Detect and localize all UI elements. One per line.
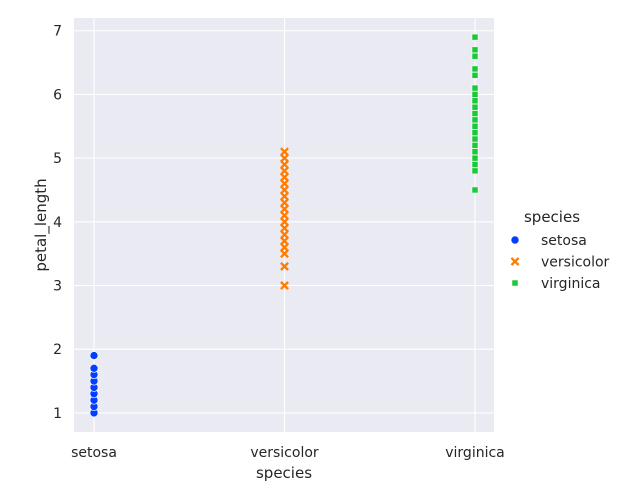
legend: species setosa versicolor virginica — [510, 208, 610, 292]
data-point-virginica — [471, 123, 479, 130]
y-tick-label: 1 — [53, 406, 62, 422]
data-point-virginica — [471, 91, 479, 98]
data-point-setosa — [89, 364, 99, 373]
y-tick-label: 4 — [53, 215, 62, 231]
data-point-virginica — [471, 33, 479, 41]
legend-marker-setosa — [510, 235, 520, 245]
data-point-virginica — [471, 65, 479, 73]
y-tick-label: 2 — [53, 342, 62, 358]
data-point-versicolor — [280, 281, 289, 290]
x-tick-label: versicolor — [250, 445, 319, 461]
x-tick-label: setosa — [71, 445, 117, 461]
data-point-virginica — [471, 110, 479, 117]
data-point-versicolor — [280, 147, 289, 157]
legend-label-virginica: virginica — [541, 276, 601, 292]
legend-title: species — [524, 208, 580, 226]
legend-label-setosa: setosa — [541, 233, 587, 249]
legend-label-versicolor: versicolor — [541, 255, 610, 271]
data-point-virginica — [471, 161, 479, 168]
legend-marker-versicolor — [510, 257, 520, 266]
data-point-virginica — [471, 116, 479, 124]
data-point-versicolor — [280, 261, 289, 271]
y-tick-label: 7 — [53, 24, 62, 40]
y-tick-label: 3 — [53, 279, 62, 295]
data-point-virginica — [471, 46, 479, 54]
data-point-virginica — [471, 148, 479, 156]
legend-marker-virginica — [511, 279, 519, 287]
data-point-virginica — [471, 97, 479, 105]
data-point-virginica — [471, 154, 479, 162]
data-points — [89, 33, 479, 418]
data-point-virginica — [471, 103, 479, 111]
data-point-virginica — [471, 135, 479, 143]
x-tick-label: virginica — [445, 445, 505, 461]
x-tick-labels: setosa versicolor virginica — [71, 445, 505, 461]
data-point-virginica — [471, 84, 479, 92]
y-axis-label: petal_length — [32, 178, 51, 271]
y-tick-labels: 1 2 3 4 5 6 7 — [53, 24, 62, 422]
data-point-setosa — [89, 351, 99, 360]
data-point-virginica — [471, 52, 479, 60]
data-point-virginica — [471, 167, 479, 175]
x-axis-label: species — [256, 464, 312, 482]
y-tick-label: 6 — [53, 87, 62, 103]
data-point-virginica — [471, 72, 479, 79]
data-point-virginica — [471, 129, 479, 136]
legend-items: setosa versicolor virginica — [510, 233, 610, 292]
data-point-virginica — [471, 142, 479, 149]
data-point-virginica — [471, 186, 479, 194]
y-tick-label: 5 — [53, 151, 62, 167]
